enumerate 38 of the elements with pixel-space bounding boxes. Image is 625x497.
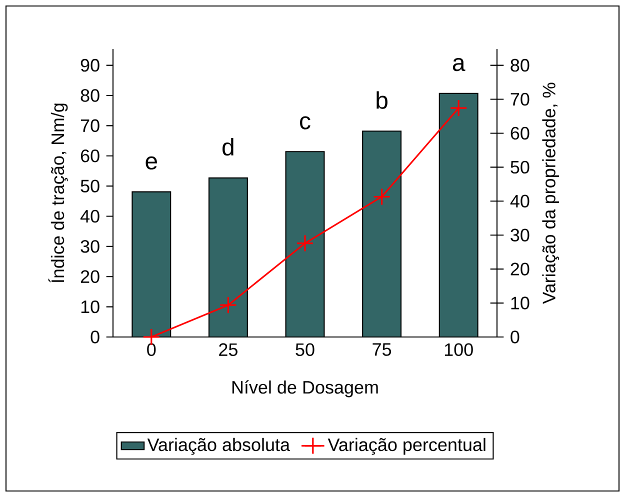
y2-axis-title: Variação da propriedade, % bbox=[542, 82, 560, 304]
y-tick-label: 30 bbox=[80, 240, 100, 253]
x-axis-title: Nível de Dosagem bbox=[232, 380, 378, 398]
annotation: a bbox=[452, 58, 466, 72]
point bbox=[296, 234, 314, 252]
x-tick-label: 50 bbox=[296, 343, 314, 356]
y-axis-title: Índice de tração, Nm/g bbox=[48, 104, 68, 282]
legend-label: Variação percentual bbox=[328, 438, 486, 455]
y2-tick-label: 50 bbox=[510, 160, 530, 174]
annotation: b bbox=[376, 91, 388, 109]
annotation: d bbox=[222, 138, 234, 156]
y2-tick-label: 70 bbox=[510, 92, 530, 106]
point bbox=[372, 188, 391, 206]
x-tick-label: 0 bbox=[147, 343, 156, 356]
y-tick-label: 10 bbox=[81, 300, 100, 314]
y2-tick-label: 30 bbox=[510, 228, 530, 242]
point bbox=[450, 99, 468, 117]
y2-tick-label: 80 bbox=[510, 58, 530, 72]
y2-tick-label: 0 bbox=[510, 330, 520, 344]
y-tick-label: 70 bbox=[80, 119, 100, 132]
y2-tick-label: 60 bbox=[510, 126, 530, 140]
y2-tick-label: 10 bbox=[511, 296, 530, 310]
y-tick-label: 50 bbox=[80, 180, 100, 192]
y-tick-label: 40 bbox=[80, 210, 100, 223]
x-tick-label: 100 bbox=[444, 343, 473, 356]
y-tick-label: 60 bbox=[80, 150, 100, 162]
x-tick-label: 75 bbox=[372, 343, 392, 356]
y2-tick-label: 40 bbox=[510, 194, 530, 208]
annotation: e bbox=[146, 156, 157, 170]
y2-tick-label: 20 bbox=[510, 262, 530, 276]
y-tick-label: 80 bbox=[80, 89, 100, 102]
y-tick-label: 0 bbox=[90, 330, 100, 344]
annotation: c bbox=[300, 116, 310, 130]
legend-label: Variação absoluta bbox=[147, 438, 290, 455]
point bbox=[219, 296, 237, 314]
y-tick-label: 90 bbox=[80, 58, 100, 72]
x-tick-label: 25 bbox=[219, 343, 238, 356]
y-tick-label: 20 bbox=[80, 270, 100, 283]
